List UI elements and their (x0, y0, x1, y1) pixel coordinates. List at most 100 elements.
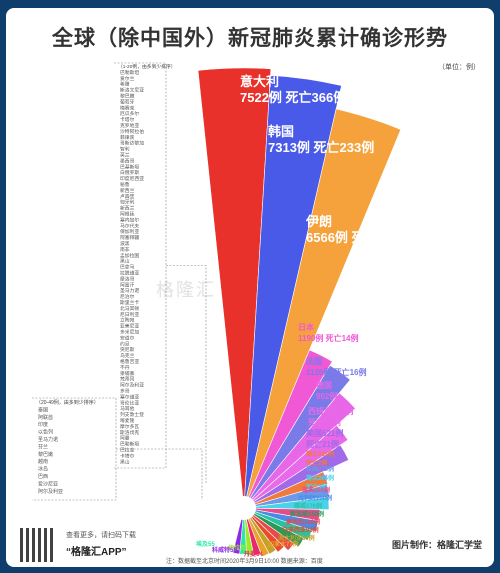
slice-label: 美国521例 (306, 428, 343, 438)
rose-slice[interactable] (243, 507, 270, 558)
qr-code[interactable] (20, 528, 54, 562)
list-item: 希腊 (120, 81, 130, 88)
slice-label: 澳大利亚80例 (278, 534, 315, 542)
slice-label: 英国273例 (305, 465, 334, 473)
list-bracket (114, 62, 207, 483)
list-item: 列支敦士登 (120, 411, 144, 418)
list-item: 南非 (120, 246, 130, 253)
list-item: 尼泊尔 (120, 293, 135, 300)
rose-slice[interactable] (243, 507, 285, 553)
rose-slice[interactable] (243, 507, 262, 557)
list-item: 英兰 (120, 152, 130, 159)
list-item: 拉脱维亚 (120, 270, 139, 277)
rose-slice[interactable] (243, 496, 330, 510)
rose-slice[interactable] (243, 507, 277, 555)
list-item: 哥伦比亚 (120, 399, 139, 406)
rose-slice[interactable] (243, 392, 356, 509)
slice-value-label: 902例 (316, 391, 337, 401)
slice-label: 德国 (316, 380, 332, 390)
rose-slice[interactable] (243, 364, 351, 509)
rose-slice[interactable] (197, 67, 272, 509)
list-item: 马尔代夫 (120, 222, 139, 229)
rose-slice[interactable] (243, 507, 313, 541)
rose-slice[interactable] (243, 507, 305, 548)
infographic-card: 全球（除中国外）新冠肺炎累计确诊形势 （单位：例） 格隆汇 数据 意大利 7522… (6, 8, 494, 567)
list-item: 巴西 (38, 474, 48, 480)
list-item: 印度尼西亚 (120, 175, 144, 182)
list-item: 塞内加尔 (120, 216, 139, 223)
list-item: 菲律宾 (120, 134, 135, 141)
slice-label: 伊拉克61 (227, 544, 253, 552)
slice-label: 新加坡150例 (290, 510, 324, 518)
slice-label: 埃及55 (196, 540, 215, 548)
list-item: 阿曼 (120, 435, 130, 442)
list-item: 哥斯达黎加 (120, 140, 144, 147)
slice-value-label: 死亡2例 (305, 459, 327, 467)
list-item: 墨西哥 (120, 158, 135, 164)
list-item: 卡塔尔 (120, 452, 135, 459)
list-item: 冰岛 (38, 466, 48, 473)
list-item: 葡萄牙 (120, 98, 135, 105)
slice-label: 挪威176例 (294, 502, 322, 510)
rose-slice[interactable] (243, 444, 350, 509)
rose-slice[interactable] (243, 74, 342, 509)
rose-slice[interactable] (243, 108, 402, 509)
list-item: 保加利亚 (120, 228, 139, 235)
list-header: （20-49例，由多到少排序） (36, 399, 99, 406)
list-item: 阿联酋 (38, 414, 53, 421)
list-item: 秘鲁 (120, 181, 130, 188)
rose-slice[interactable] (243, 424, 349, 509)
rose-slice[interactable] (243, 471, 329, 509)
list-item: 阿富汗 (120, 281, 135, 288)
list-item: 安道尔 (120, 334, 135, 341)
list-item: 克罗地亚 (120, 122, 139, 129)
list-item: 以色列 (38, 429, 53, 436)
rose-slice[interactable] (243, 349, 333, 509)
list-item: 白俄罗斯 (120, 169, 139, 176)
rose-slice[interactable] (243, 483, 330, 509)
list-item: 柬埔寨 (120, 370, 135, 377)
rose-slice[interactable] (243, 507, 295, 552)
list-item: 斯里兰卡 (120, 299, 139, 306)
list-item: 黎巴嫩 (38, 451, 53, 458)
list-item: 多米尼加 (120, 329, 139, 336)
list-item: 越南 (38, 458, 48, 465)
list-item: 巴勒斯坦 (120, 69, 139, 76)
list-item: 多哥 (120, 388, 130, 395)
list-item: 不丹 (120, 365, 130, 371)
list-item: 黎巴嫩 (120, 93, 135, 100)
slice-label: 意大利 (240, 74, 279, 89)
slice-label: 瑞士281例 (306, 450, 334, 458)
list-item: 斯洛伐克 (120, 429, 139, 436)
rose-slice[interactable] (243, 507, 255, 557)
slice-label: 比利时200例 (298, 494, 332, 502)
list-item: 圣马力诺 (120, 287, 139, 294)
list-item: 智利 (120, 146, 130, 153)
slice-value-label: 1126例 死亡16例 (306, 367, 366, 377)
list-item: 突尼斯 (120, 346, 135, 353)
slice-label: 科威特55 (212, 546, 237, 554)
slice-label: 荷兰265例 (305, 474, 334, 482)
slice-label: 法国 (306, 356, 322, 366)
list-item: 匈牙利 (120, 199, 135, 206)
list-item: 阿根廷 (120, 211, 135, 218)
list-item: 厄瓜多尔 (120, 110, 139, 117)
list-item: 尼日利亚 (120, 311, 139, 318)
list-item: 巴拉圭 (120, 447, 135, 454)
list-item: 立陶宛 (120, 317, 135, 324)
slice-value-label: 死亡3例 (305, 483, 327, 491)
list-item: 黑山 (120, 458, 130, 465)
list-item: 梅赛克 (120, 104, 135, 111)
list-item: 巴拿马 (120, 264, 135, 271)
list-bracket (32, 397, 203, 501)
list-item: 阿尔及利亚 (38, 488, 63, 495)
list-item: 爱沙尼亚 (38, 480, 58, 487)
list-header: （1-20例，由多到少排序） (118, 63, 176, 70)
chart-title: 全球（除中国外）新冠肺炎累计确诊形势 (52, 27, 448, 50)
slice-value-label: 死亡17例 (307, 417, 341, 427)
list-item: 新西兰 (120, 187, 135, 194)
list-item: 芬兰 (38, 443, 48, 450)
slice-label: 奥地利120例 (286, 518, 320, 526)
slice-label: 加拿大77例 (267, 540, 299, 548)
list-item: 巴基斯坦 (120, 163, 139, 170)
